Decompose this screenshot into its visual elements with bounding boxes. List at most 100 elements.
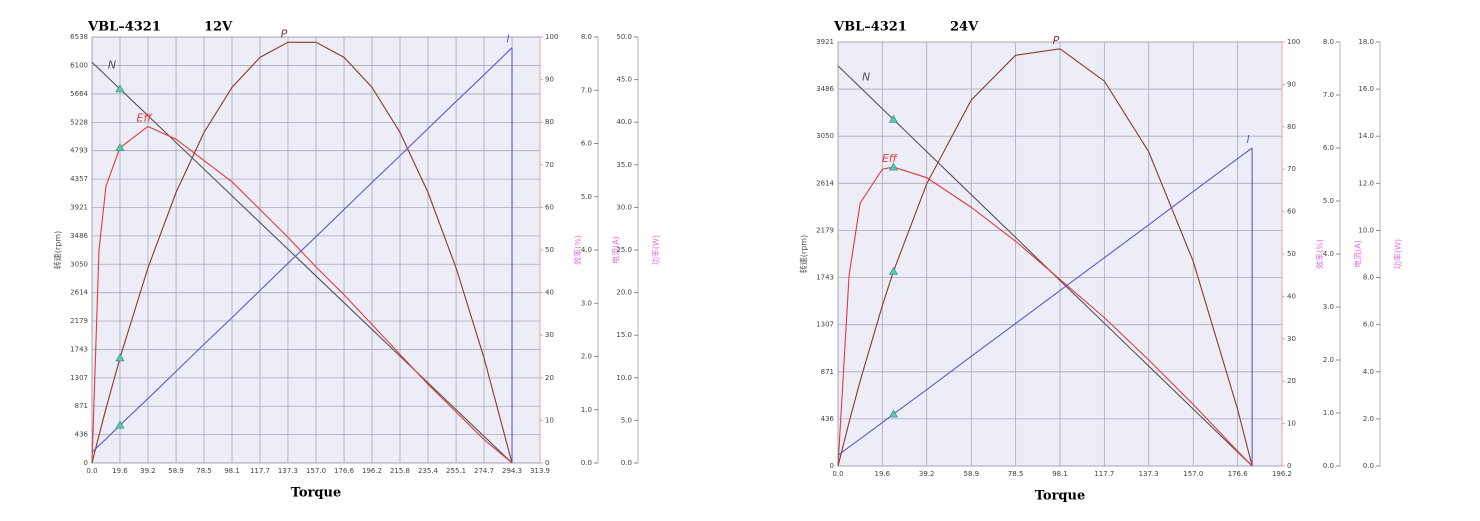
y4-tick-label: 2.0	[1363, 415, 1374, 423]
y-tick-label: 4793	[70, 147, 88, 155]
y4-tick-label: 12.0	[1358, 179, 1374, 187]
chart-title: VBL–4321	[833, 20, 907, 35]
x-tick-label: 294.3	[502, 467, 522, 475]
y4-tick-label: 35.0	[616, 161, 632, 169]
x-tick-label: 98.1	[1052, 470, 1068, 478]
series-line	[91, 125, 513, 464]
y-tick-label: 871	[75, 402, 88, 410]
series-line	[91, 61, 513, 464]
y-tick-label: 2179	[816, 226, 834, 234]
y2-tick-label: 60	[1287, 208, 1296, 216]
y-tick-label: 436	[75, 431, 89, 439]
y3-tick-label: 4.0	[1323, 250, 1334, 258]
y2-tick-label: 30	[545, 331, 554, 339]
y2-tick-label: 90	[545, 76, 554, 84]
y2-tick-label: 50	[545, 246, 554, 254]
y4-tick-label: 5.0	[621, 416, 632, 424]
axis-label: 电流(A)	[1353, 240, 1363, 268]
x-tick-label: 313.9	[530, 467, 550, 475]
y-tick-label: 4357	[70, 175, 88, 183]
y2-tick-label: 70	[545, 161, 554, 169]
y2-tick-label: 20	[1287, 377, 1296, 385]
y4-tick-label: 30.0	[616, 203, 632, 211]
x-tick-label: 274.7	[474, 467, 494, 475]
y3-tick-label: 1.0	[1323, 409, 1334, 417]
y3-tick-label: 1.0	[581, 406, 592, 414]
curve-label: Eff	[137, 111, 153, 124]
y-tick-label: 0	[84, 459, 88, 467]
x-tick-label: 78.5	[1008, 470, 1024, 478]
y4-tick-label: 0.0	[621, 459, 632, 467]
x-tick-label: 19.6	[875, 470, 891, 478]
y4-tick-label: 15.0	[616, 331, 632, 339]
curve-label: I	[506, 33, 509, 46]
y3-tick-label: 7.0	[1323, 91, 1334, 99]
y4-tick-label: 8.0	[1363, 274, 1374, 282]
y3-tick-label: 8.0	[1323, 38, 1334, 46]
curve-label: P	[1053, 34, 1060, 47]
x-tick-label: 58.9	[963, 470, 979, 478]
x-tick-label: 176.6	[334, 467, 355, 475]
axis-label: 转速(rpm)	[799, 235, 809, 273]
x-tick-label: 39.2	[919, 470, 935, 478]
y3-tick-label: 8.0	[581, 33, 592, 41]
chart-voltage: 12V	[204, 20, 233, 35]
y2-tick-label: 0	[1287, 462, 1291, 470]
y-tick-label: 3486	[816, 85, 834, 93]
y-tick-label: 2179	[70, 317, 88, 325]
x-tick-label: 157.0	[306, 467, 326, 475]
y2-tick-label: 80	[1287, 123, 1296, 131]
y-tick-label: 1743	[70, 345, 88, 353]
y-tick-label: 1743	[816, 274, 834, 282]
y-tick-label: 3486	[70, 232, 88, 240]
curve-label: Eff	[882, 152, 898, 165]
x-tick-label: 196.2	[1272, 470, 1292, 478]
y4-tick-label: 50.0	[616, 33, 632, 41]
curve-label: N	[108, 59, 116, 72]
y3-tick-label: 5.0	[1323, 197, 1334, 205]
y4-tick-label: 0.0	[1363, 462, 1374, 470]
y3-tick-label: 2.0	[581, 353, 592, 361]
y4-tick-label: 25.0	[616, 246, 632, 254]
x-tick-label: 117.7	[1094, 470, 1114, 478]
y4-tick-label: 16.0	[1358, 85, 1374, 93]
y4-tick-label: 20.0	[616, 289, 632, 297]
x-tick-label: 255.1	[446, 467, 466, 475]
x-tick-label: 235.4	[418, 467, 439, 475]
axis-label: 效率(%)	[1315, 239, 1325, 269]
y2-tick-label: 10	[545, 416, 554, 424]
axis-label: 功率(W)	[651, 235, 661, 265]
y2-tick-label: 40	[545, 289, 554, 297]
y4-tick-label: 10.0	[1358, 226, 1374, 234]
series-line	[837, 65, 1253, 467]
y3-tick-label: 3.0	[581, 299, 592, 307]
y4-tick-label: 40.0	[616, 118, 632, 126]
y3-tick-label: 0.0	[581, 459, 592, 467]
y4-tick-label: 4.0	[1363, 368, 1374, 376]
series-line	[837, 166, 1253, 467]
rated-marker	[888, 266, 898, 275]
series-line	[837, 147, 1253, 456]
y4-tick-label: 45.0	[616, 76, 632, 84]
rated-marker	[115, 420, 125, 429]
rated-marker	[888, 114, 898, 123]
curve-label: I	[1247, 133, 1250, 146]
y-tick-label: 1307	[70, 374, 88, 382]
y4-tick-label: 18.0	[1358, 38, 1374, 46]
y-tick-label: 5228	[70, 118, 88, 126]
y-tick-label: 3050	[816, 132, 834, 140]
x-tick-label: 19.6	[112, 467, 128, 475]
x-tick-label: 58.9	[168, 467, 184, 475]
x-axis-label: Torque	[291, 486, 342, 501]
x-tick-label: 215.8	[390, 467, 410, 475]
y-tick-label: 436	[821, 415, 835, 423]
y2-tick-label: 10	[1287, 420, 1296, 428]
y2-tick-label: 60	[545, 203, 554, 211]
x-tick-label: 39.2	[140, 467, 156, 475]
curve-label: N	[862, 70, 870, 83]
y3-tick-label: 6.0	[581, 140, 592, 148]
y2-tick-label: 90	[1287, 80, 1296, 88]
x-tick-label: 0.0	[86, 467, 97, 475]
rated-marker	[888, 162, 898, 171]
